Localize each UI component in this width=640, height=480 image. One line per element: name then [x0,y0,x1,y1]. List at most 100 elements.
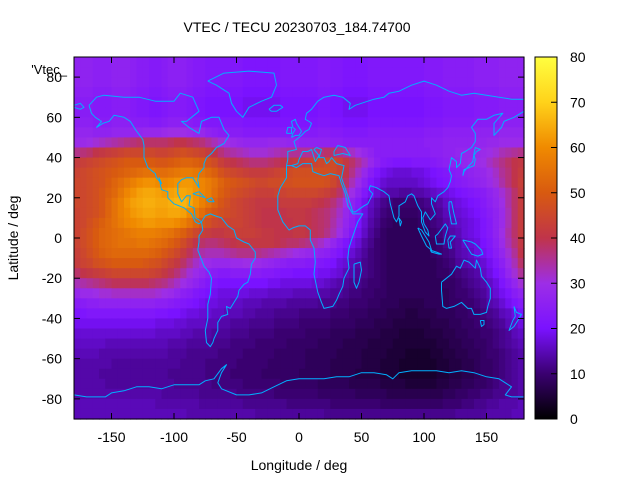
heatmap-cell [386,187,394,199]
heatmap-cell [455,77,463,88]
heatmap-cell [405,398,413,410]
heatmap-cell [180,258,188,269]
heatmap-cell [317,398,325,410]
heatmap-cell [167,398,175,410]
heatmap-cell [136,87,144,98]
heatmap-cell [242,117,250,128]
heatmap-cell [286,157,294,169]
heatmap-cell [80,197,88,209]
heatmap-cell [505,187,513,199]
heatmap-cell [242,57,250,68]
heatmap-cell [430,338,438,350]
heatmap-cell [217,238,225,249]
heatmap-cell [149,278,156,289]
heatmap-cell [205,127,213,139]
heatmap-cell [242,378,250,390]
heatmap-cell [492,197,500,209]
heatmap-cell [136,227,144,239]
heatmap-cell [155,157,163,169]
heatmap-cell [261,197,269,209]
heatmap-cell [142,197,150,209]
heatmap-cell [217,378,225,390]
heatmap-cell [486,238,494,249]
heatmap-cell [411,298,419,309]
heatmap-cell [355,227,363,239]
heatmap-cell [149,338,156,350]
heatmap-cell [480,298,488,309]
heatmap-cell [342,117,350,128]
heatmap-cell [474,308,481,320]
heatmap-cell [399,137,406,149]
heatmap-cell [117,328,125,340]
heatmap-cell [517,238,525,249]
heatmap-cell [230,378,238,390]
heatmap-cell [199,107,206,118]
heatmap-cell [380,268,388,279]
heatmap-cell [224,117,231,128]
heatmap-cell [324,197,331,209]
heatmap-cell [124,298,131,309]
heatmap-cell [517,197,525,209]
heatmap-cell [255,167,263,179]
heatmap-cell [461,127,469,139]
heatmap-cell [474,298,481,309]
heatmap-cell [311,107,319,118]
heatmap-cell [74,137,81,149]
heatmap-cell [142,187,150,199]
heatmap-cell [299,97,306,108]
heatmap-cell [136,127,144,139]
heatmap-cell [411,278,419,289]
heatmap-cell [430,177,438,189]
heatmap-cell [180,248,188,259]
heatmap-cell [99,177,106,189]
heatmap-cell [480,207,488,219]
heatmap-cell [136,207,144,219]
heatmap-cell [405,117,413,128]
heatmap-cell [455,288,463,299]
heatmap-cell [305,67,313,78]
heatmap-cell [261,258,269,269]
heatmap-cell [180,238,188,249]
heatmap-cell [374,268,381,279]
heatmap-cell [299,298,306,309]
heatmap-cell [242,308,250,320]
heatmap-cell [405,238,413,249]
heatmap-cell [505,57,513,68]
heatmap-cell [505,137,513,149]
heatmap-cell [405,197,413,209]
heatmap-cell [155,248,163,259]
heatmap-cell [430,207,438,219]
heatmap-cell [461,67,469,78]
heatmap-cell [436,67,444,78]
heatmap-cell [242,137,250,149]
heatmap-cell [492,207,500,219]
heatmap-cell [461,388,469,400]
x-tick-label: 0 [295,429,303,445]
heatmap-cell [280,278,288,289]
heatmap-cell [374,308,381,320]
heatmap-cell [161,227,169,239]
heatmap-cell [267,197,275,209]
heatmap-cell [292,308,300,320]
heatmap-cell [480,328,488,340]
heatmap-cell [380,258,388,269]
heatmap-cell [224,107,231,118]
heatmap-cell [474,248,481,259]
heatmap-cell [349,248,356,259]
heatmap-cell [436,358,444,370]
heatmap-cell [305,378,313,390]
heatmap-cell [411,288,419,299]
heatmap-cell [286,187,294,199]
heatmap-cell [405,127,413,139]
heatmap-cell [86,308,94,320]
heatmap-cell [442,308,450,320]
heatmap-cell [411,147,419,159]
heatmap-cell [249,398,256,410]
heatmap-cell [436,408,444,420]
heatmap-cell [111,308,119,320]
heatmap-cell [286,358,294,370]
heatmap-cell [449,358,456,370]
heatmap-cell [367,388,375,400]
heatmap-cell [461,117,469,128]
heatmap-cell [149,137,156,149]
